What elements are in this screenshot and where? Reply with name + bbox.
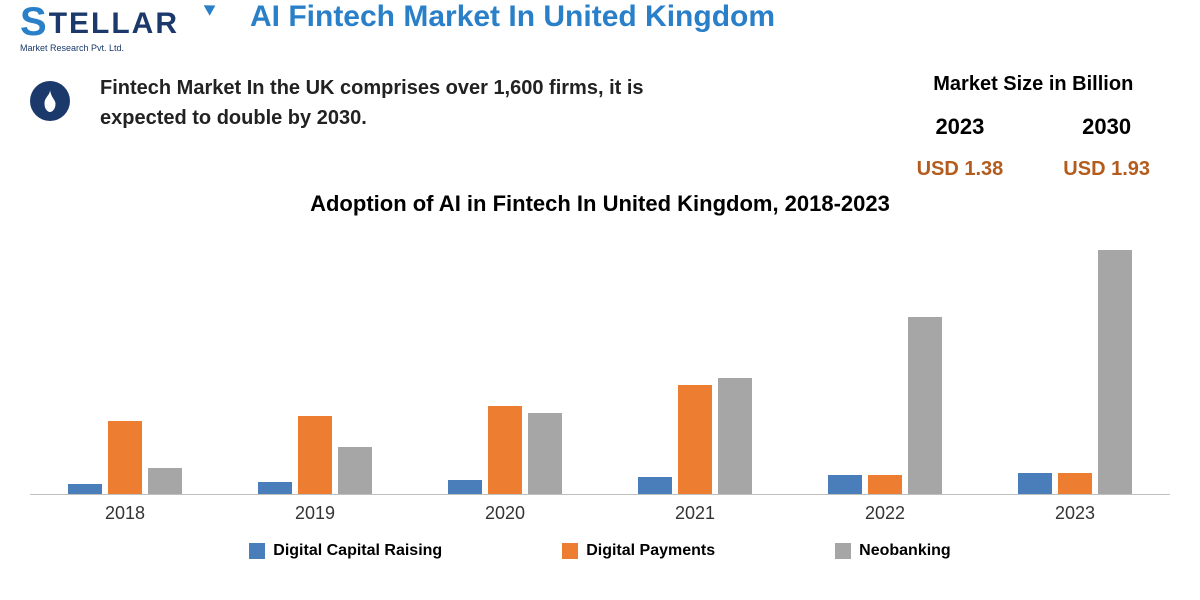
legend-label: Neobanking (859, 542, 951, 560)
bar (528, 413, 562, 494)
logo-text: STELLAR (20, 0, 210, 45)
market-size-year: 2023 (917, 114, 1004, 140)
year-group (600, 235, 790, 494)
x-axis-label: 2022 (790, 503, 980, 524)
market-size-year: 2030 (1063, 114, 1150, 140)
market-size-col-1: 2030 USD 1.93 (1063, 114, 1150, 181)
year-group (30, 235, 220, 494)
bar (1018, 473, 1052, 494)
callout-text: Fintech Market In the UK comprises over … (100, 73, 700, 133)
bar (298, 416, 332, 494)
bar (638, 477, 672, 494)
flame-icon (30, 81, 70, 121)
legend-item: Digital Payments (562, 542, 715, 560)
bar (868, 475, 902, 494)
x-axis-label: 2019 (220, 503, 410, 524)
market-size-value: USD 1.93 (1063, 158, 1150, 181)
market-size-col-0: 2023 USD 1.38 (917, 114, 1004, 181)
x-axis-label: 2020 (410, 503, 600, 524)
year-group (220, 235, 410, 494)
bar (258, 482, 292, 494)
x-axis-label: 2023 (980, 503, 1170, 524)
legend-label: Digital Capital Raising (273, 542, 442, 560)
legend-item: Neobanking (835, 542, 951, 560)
bar (338, 447, 372, 494)
legend-swatch (249, 543, 265, 559)
x-axis-label: 2021 (600, 503, 790, 524)
year-group (980, 235, 1170, 494)
bar (108, 421, 142, 494)
market-size-panel: Market Size in Billion 2023 USD 1.38 203… (917, 73, 1170, 181)
legend-swatch (562, 543, 578, 559)
market-size-value: USD 1.38 (917, 158, 1004, 181)
logo: STELLAR Market Research Pvt. Ltd. (20, 0, 210, 53)
bar (828, 475, 862, 494)
year-group (410, 235, 600, 494)
bar (1058, 473, 1092, 494)
chart-title: Adoption of AI in Fintech In United King… (0, 191, 1200, 217)
adoption-chart: 201820192020202120222023 Digital Capital… (30, 235, 1170, 560)
legend-item: Digital Capital Raising (249, 542, 442, 560)
bar (678, 385, 712, 494)
bar (1098, 250, 1132, 494)
bar (488, 406, 522, 494)
page-title: AI Fintech Market In United Kingdom (210, 0, 1180, 34)
legend-swatch (835, 543, 851, 559)
market-size-title: Market Size in Billion (917, 73, 1150, 96)
bar (68, 484, 102, 494)
bar (908, 317, 942, 494)
x-axis-label: 2018 (30, 503, 220, 524)
year-group (790, 235, 980, 494)
bar (448, 480, 482, 494)
bar (718, 378, 752, 494)
legend-label: Digital Payments (586, 542, 715, 560)
bar (148, 468, 182, 494)
